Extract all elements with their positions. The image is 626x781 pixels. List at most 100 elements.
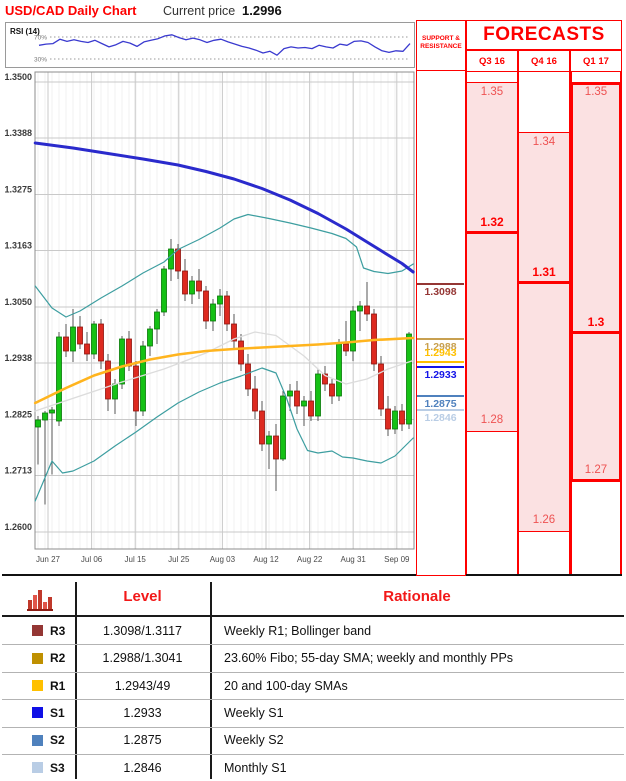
level-value: 1.3098/1.3117 <box>102 623 182 638</box>
forecast-high-label: 1.35 <box>584 86 608 98</box>
table-header-divider <box>2 615 624 617</box>
svg-text:1.3050: 1.3050 <box>4 297 32 307</box>
level-key: R2 <box>50 651 66 666</box>
level-value: 1.2846 <box>123 760 162 775</box>
level-value: 1.2943/49 <box>114 678 171 693</box>
forecast-point-line <box>466 231 518 234</box>
svg-text:Jul 15: Jul 15 <box>125 555 147 564</box>
svg-text:RSI (14): RSI (14) <box>10 27 40 36</box>
level-color-swatch <box>32 734 43 746</box>
sr-level-line <box>417 361 464 363</box>
sr-level-label: 1.2875 <box>424 398 457 410</box>
forecast-point-label: 1.31 <box>532 265 556 279</box>
level-rationale: Weekly S2 <box>224 733 284 748</box>
rationale-column-header: Rationale <box>383 588 451 605</box>
forecast-point-line <box>570 331 622 334</box>
sr-level-line <box>417 283 464 285</box>
svg-text:Aug 22: Aug 22 <box>297 555 323 564</box>
level-value: 1.2988/1.3041 <box>102 651 183 666</box>
level-key: S2 <box>50 733 65 748</box>
svg-text:1.2713: 1.2713 <box>4 466 32 476</box>
level-value: 1.2875 <box>123 733 162 748</box>
svg-text:Aug 12: Aug 12 <box>253 555 279 564</box>
support-resistance-column: SUPPORT & RESISTANCE 1.3098 1.2988 1.2943 1… <box>416 20 466 576</box>
svg-text:Jul 06: Jul 06 <box>81 555 103 564</box>
table-row-divider <box>2 671 624 673</box>
rsi-panel: RSI (14) 70% 30% <box>5 22 415 68</box>
level-color-swatch <box>32 625 43 637</box>
bollinger-lower-line <box>34 367 414 502</box>
forecast-high-label: 1.34 <box>532 136 556 148</box>
forecast-point-line <box>518 281 570 284</box>
forecast-quarter-label: Q1 17 <box>570 50 622 72</box>
level-value: 1.2933 <box>123 705 162 720</box>
section-divider <box>2 574 622 576</box>
forecast-point-label: 1.32 <box>480 215 504 229</box>
svg-text:1.2600: 1.2600 <box>4 522 32 532</box>
level-key: S1 <box>50 705 65 720</box>
forecast-low-label: 1.26 <box>532 514 556 526</box>
svg-text:1.3163: 1.3163 <box>4 241 32 251</box>
table-divider <box>210 582 212 779</box>
forecast-quarter-label: Q3 16 <box>466 50 518 72</box>
level-rationale: 23.60% Fibo; 55-day SMA; weekly and mont… <box>224 651 514 666</box>
svg-text:1.2938: 1.2938 <box>4 353 32 363</box>
svg-text:1.3388: 1.3388 <box>4 128 32 138</box>
svg-text:1.2825: 1.2825 <box>4 410 32 420</box>
sr-level-line <box>417 409 464 411</box>
sr-level-label: 1.3098 <box>424 286 457 298</box>
level-rationale: 20 and 100-day SMAs <box>224 678 348 693</box>
level-color-swatch <box>32 680 43 691</box>
svg-text:Sep 09: Sep 09 <box>384 555 410 564</box>
sr-level-line <box>417 366 464 368</box>
rsi-line <box>38 34 411 56</box>
level-rationale: Monthly S1 <box>224 760 287 775</box>
level-key: S3 <box>50 760 65 775</box>
table-row-divider <box>2 754 624 755</box>
forecast-point-label: 1.3 <box>587 315 605 329</box>
svg-text:70%: 70% <box>34 35 47 42</box>
sr-level-label: 1.2943 <box>424 347 457 359</box>
level-key: R3 <box>50 623 66 638</box>
svg-text:Aug 31: Aug 31 <box>341 555 367 564</box>
forecast-range-box <box>518 132 570 532</box>
sma-100-line <box>34 331 414 412</box>
forecast-range-box <box>570 82 622 482</box>
level-key: R1 <box>50 678 66 693</box>
svg-text:Aug 03: Aug 03 <box>210 555 236 564</box>
forecast-low-label: 1.28 <box>480 414 504 426</box>
table-row-divider <box>2 726 624 728</box>
sma-55-line <box>33 336 415 405</box>
svg-text:Jul 25: Jul 25 <box>168 555 190 564</box>
level-rationale: Weekly S1 <box>224 705 284 720</box>
forecast-range-box <box>466 82 518 432</box>
sr-level-label: 1.2846 <box>424 412 457 424</box>
level-color-swatch <box>32 762 43 774</box>
rsi-plot: RSI (14)70% 30% <box>10 27 411 64</box>
forecasts-title: FORECASTS <box>466 20 622 50</box>
sr-level-line <box>417 338 464 340</box>
sr-level-label: 1.2988 <box>424 341 457 353</box>
svg-text:30%: 30% <box>34 57 47 64</box>
level-column-header: Level <box>123 588 162 605</box>
candlestick-plot: Jun 27 Jul 06 Jul 15 Jul 25 Aug 03 Aug 12 Aug … <box>4 71 415 564</box>
sr-level-line <box>417 395 464 397</box>
forecast-quarter-label: Q4 16 <box>518 50 570 72</box>
support-resistance-header: SUPPORT & RESISTANCE <box>417 21 465 71</box>
level-rationale: Weekly R1; Bollinger band <box>224 623 372 638</box>
price-chart: Jun 27 Jul 06 Jul 15 Jul 25 Aug 03 Aug 12 Aug … <box>0 70 416 576</box>
page-title: USD/CAD Daily Chart <box>5 3 137 18</box>
bar-chart-icon <box>27 590 53 611</box>
svg-text:1.3275: 1.3275 <box>4 185 32 195</box>
forecast-high-label: 1.35 <box>480 86 504 98</box>
svg-text:1.3500: 1.3500 <box>4 72 32 82</box>
forecast-low-label: 1.27 <box>584 464 608 476</box>
sr-header-line2: RESISTANCE <box>420 43 462 50</box>
sr-level-label: 1.2933 <box>424 369 457 381</box>
current-price-label: Current price <box>163 4 236 18</box>
sma-200-line <box>33 141 415 274</box>
bollinger-upper-line <box>34 213 414 318</box>
table-divider <box>75 582 77 779</box>
sr-header-line1: SUPPORT & <box>422 35 460 42</box>
